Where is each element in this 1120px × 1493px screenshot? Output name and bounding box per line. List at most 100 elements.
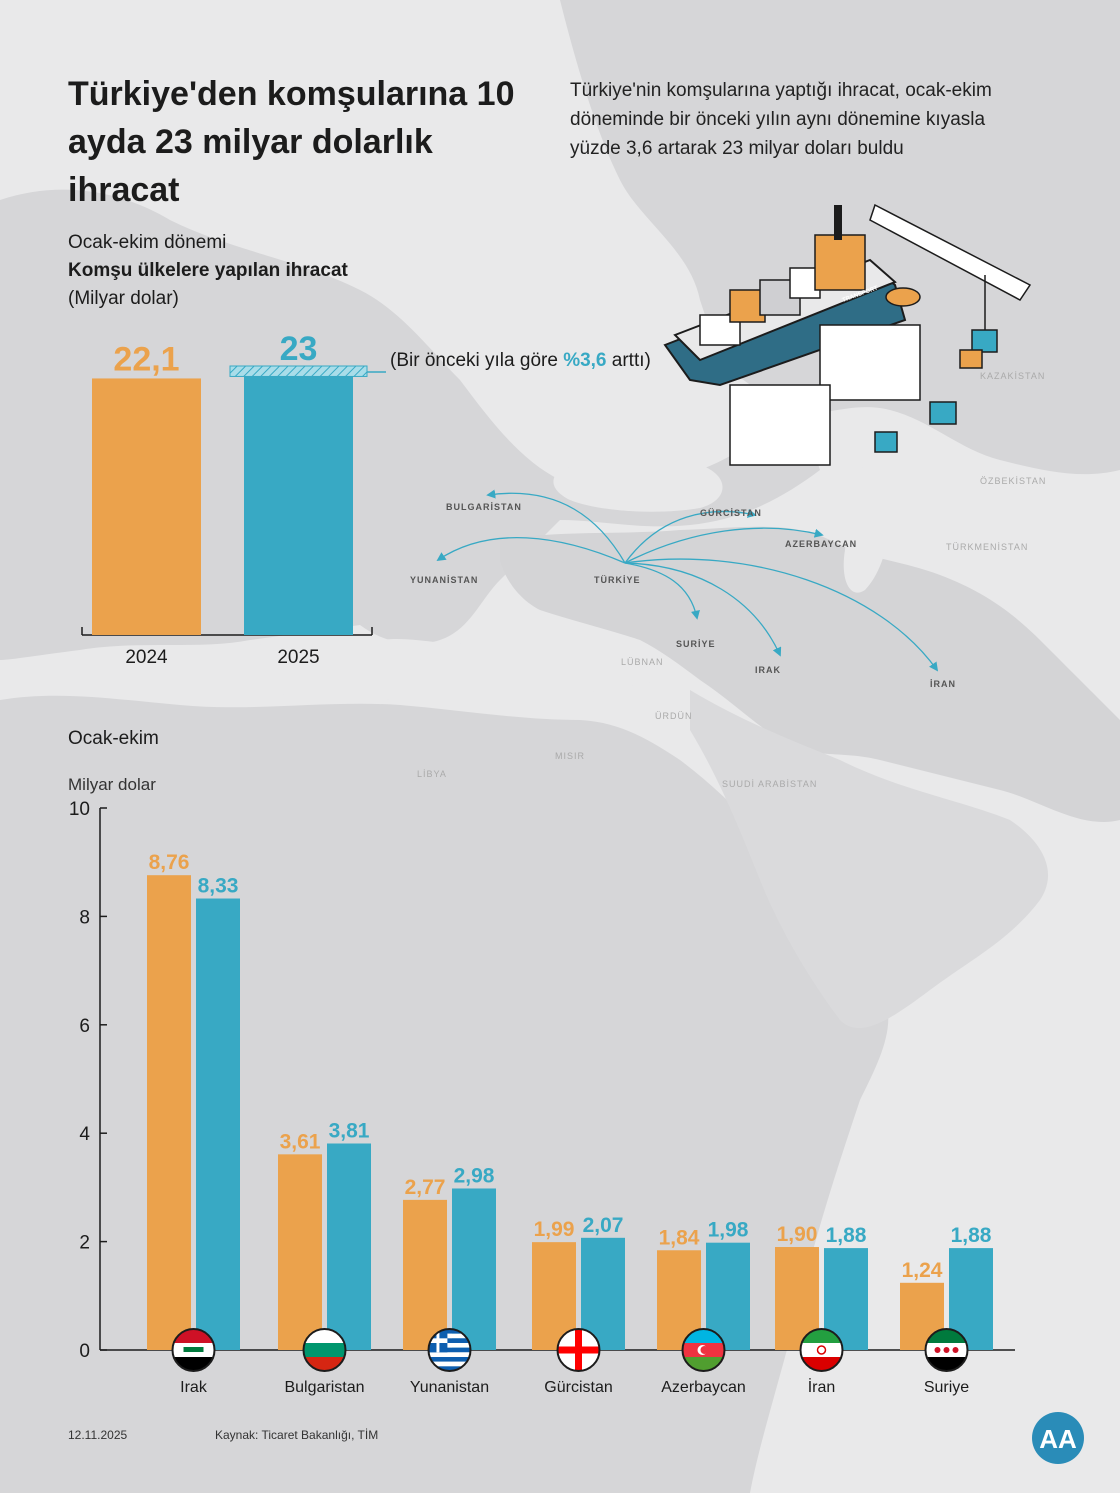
map-label-ozbekistan: ÖZBEKİSTAN [980,476,1046,486]
flag-emblem [183,1347,204,1352]
map-label-kazakistan: KAZAKİSTAN [980,371,1045,381]
map-label-gurcistan: GÜRCİSTAN [700,508,762,518]
ground-container [819,324,921,401]
bar-value-label-2025: 2,07 [583,1214,624,1237]
ship-funnel [834,205,842,240]
crane-arm [869,203,1032,301]
summary-text: Türkiye'nin komşularına yaptığı ihracat,… [570,80,992,159]
bulgaria-flag-icon [302,1328,347,1372]
increase-segment [229,365,368,377]
georgia-flag-icon [556,1328,601,1372]
crate [959,349,983,369]
flag-stripe [428,1347,471,1353]
map-label-azerbaycan: AZERBAYCAN [785,539,857,549]
arrow-yunanistan [436,537,626,564]
flag-stripe [428,1333,471,1339]
bar-2024 [147,875,191,1350]
iran-flag-icon [799,1328,844,1372]
bar-value-label-2025: 2,98 [454,1164,495,1187]
arrow-azerbaycan [624,527,824,564]
total-bar-2025 [244,368,353,635]
growth-note-pct: %3,6 [563,350,607,371]
bar-value-label-2025: 8,33 [198,875,239,898]
bar-value-label-2024: 2,77 [405,1176,446,1199]
export-arrows [436,489,939,672]
flag-stripe [428,1352,471,1357]
arrow-bulgaristan [486,489,626,564]
iraq-flag-icon [171,1328,216,1372]
forklift-box [874,431,898,453]
country-label: Suriye [924,1379,969,1396]
pallet-box [929,401,957,425]
growth-note-prefix: (Bir önceki yıla göre [390,350,564,371]
map-label-lubnan: LÜBNAN [621,657,664,667]
flag-stripe [428,1329,471,1334]
y-tick-label: 0 [79,1341,90,1362]
country-label: Azerbaycan [661,1379,746,1396]
arabia-landmass [690,690,1049,1029]
growth-note-suffix: arttı) [606,350,651,371]
y-tick-label: 4 [79,1124,90,1145]
bar-value-label-2024: 1,24 [902,1259,943,1282]
azerbaijan-flag-icon [681,1328,726,1372]
bar-value-label-2025: 1,88 [826,1224,867,1247]
flag-star [952,1347,959,1353]
flag-border [681,1328,726,1372]
caspian-sea [843,467,891,593]
flag-border [799,1328,844,1372]
arrow-irak [624,562,782,657]
chart1-title: Komşu ülkelere yapılan ihracat [68,260,348,281]
footer-date: 12.11.2025 [68,1428,128,1442]
y-tick-label: 8 [79,907,90,928]
y-tick-label: 6 [79,1016,90,1037]
total-category-label-2025: 2025 [277,647,319,668]
y-tick-label: 2 [79,1233,90,1254]
bar-value-label-2024: 1,84 [659,1226,700,1249]
ground-container [729,384,831,466]
flag-stripe [428,1338,471,1343]
black-sea [553,458,723,512]
crane-box [971,329,998,353]
total-value-label-2024: 22,1 [113,340,179,378]
chart2-ylabel: Milyar dolar [68,775,156,794]
arrow-gurcistan [624,508,757,564]
flag-stripe [303,1343,346,1357]
flag-border [924,1328,969,1372]
growth-note: (Bir önceki yıla göre %3,6 arttı) [390,346,651,375]
country-exports-chart: 0 2 4 6 8 10 8,76 8,33 Irak 3,61 3,81 Bulgaristan 2,… [69,799,1015,1396]
flag-stripe [800,1343,843,1357]
bar-2024 [403,1199,447,1350]
flag-fill [557,1329,600,1371]
country-label: Yunanistan [410,1379,489,1396]
bar-value-label-2024: 3,61 [280,1130,321,1153]
flag-star [934,1347,941,1353]
total-exports-chart: 22,1 2024 23 2025 [81,330,386,668]
flag-fill [428,1329,471,1371]
bar-value-label-2024: 1,99 [534,1218,575,1241]
map-label-misir: MISIR [555,751,585,761]
flag-stripe [428,1361,471,1367]
total-bar-2024 [92,378,201,635]
flag-stripe [428,1357,471,1362]
europe-landmass [0,189,820,660]
map-label-suriye: SURİYE [676,639,716,649]
syria-flag-icon [924,1328,969,1372]
chart1-period: Ocak-ekim dönemi [68,232,227,253]
arrow-iran [624,558,939,672]
mediterranean-sea [200,631,660,703]
bar-value-label-2024: 8,76 [149,851,190,874]
map-label-libya: LİBYA [417,769,447,779]
map-label-iran: İRAN [930,679,956,689]
ship-bridge [814,234,866,291]
bar-value-label-2025: 3,81 [329,1119,370,1142]
map-label-irak: IRAK [755,665,781,675]
map-label-suudi-arabistan: SUUDİ ARABİSTAN [722,779,817,789]
map-label-turkiye: TÜRKİYE [594,575,641,585]
map-label-urdun: ÜRDÜN [655,711,693,721]
flag-border [171,1328,216,1372]
logo-text: AA [1039,1424,1077,1454]
bar-2025 [452,1188,496,1350]
country-label: Gürcistan [544,1379,612,1396]
bar-value-label-2024: 1,90 [777,1223,818,1246]
map-labels: BULGARİSTAN YUNANİSTAN GÜRCİSTAN AZERBAY… [410,371,1046,789]
